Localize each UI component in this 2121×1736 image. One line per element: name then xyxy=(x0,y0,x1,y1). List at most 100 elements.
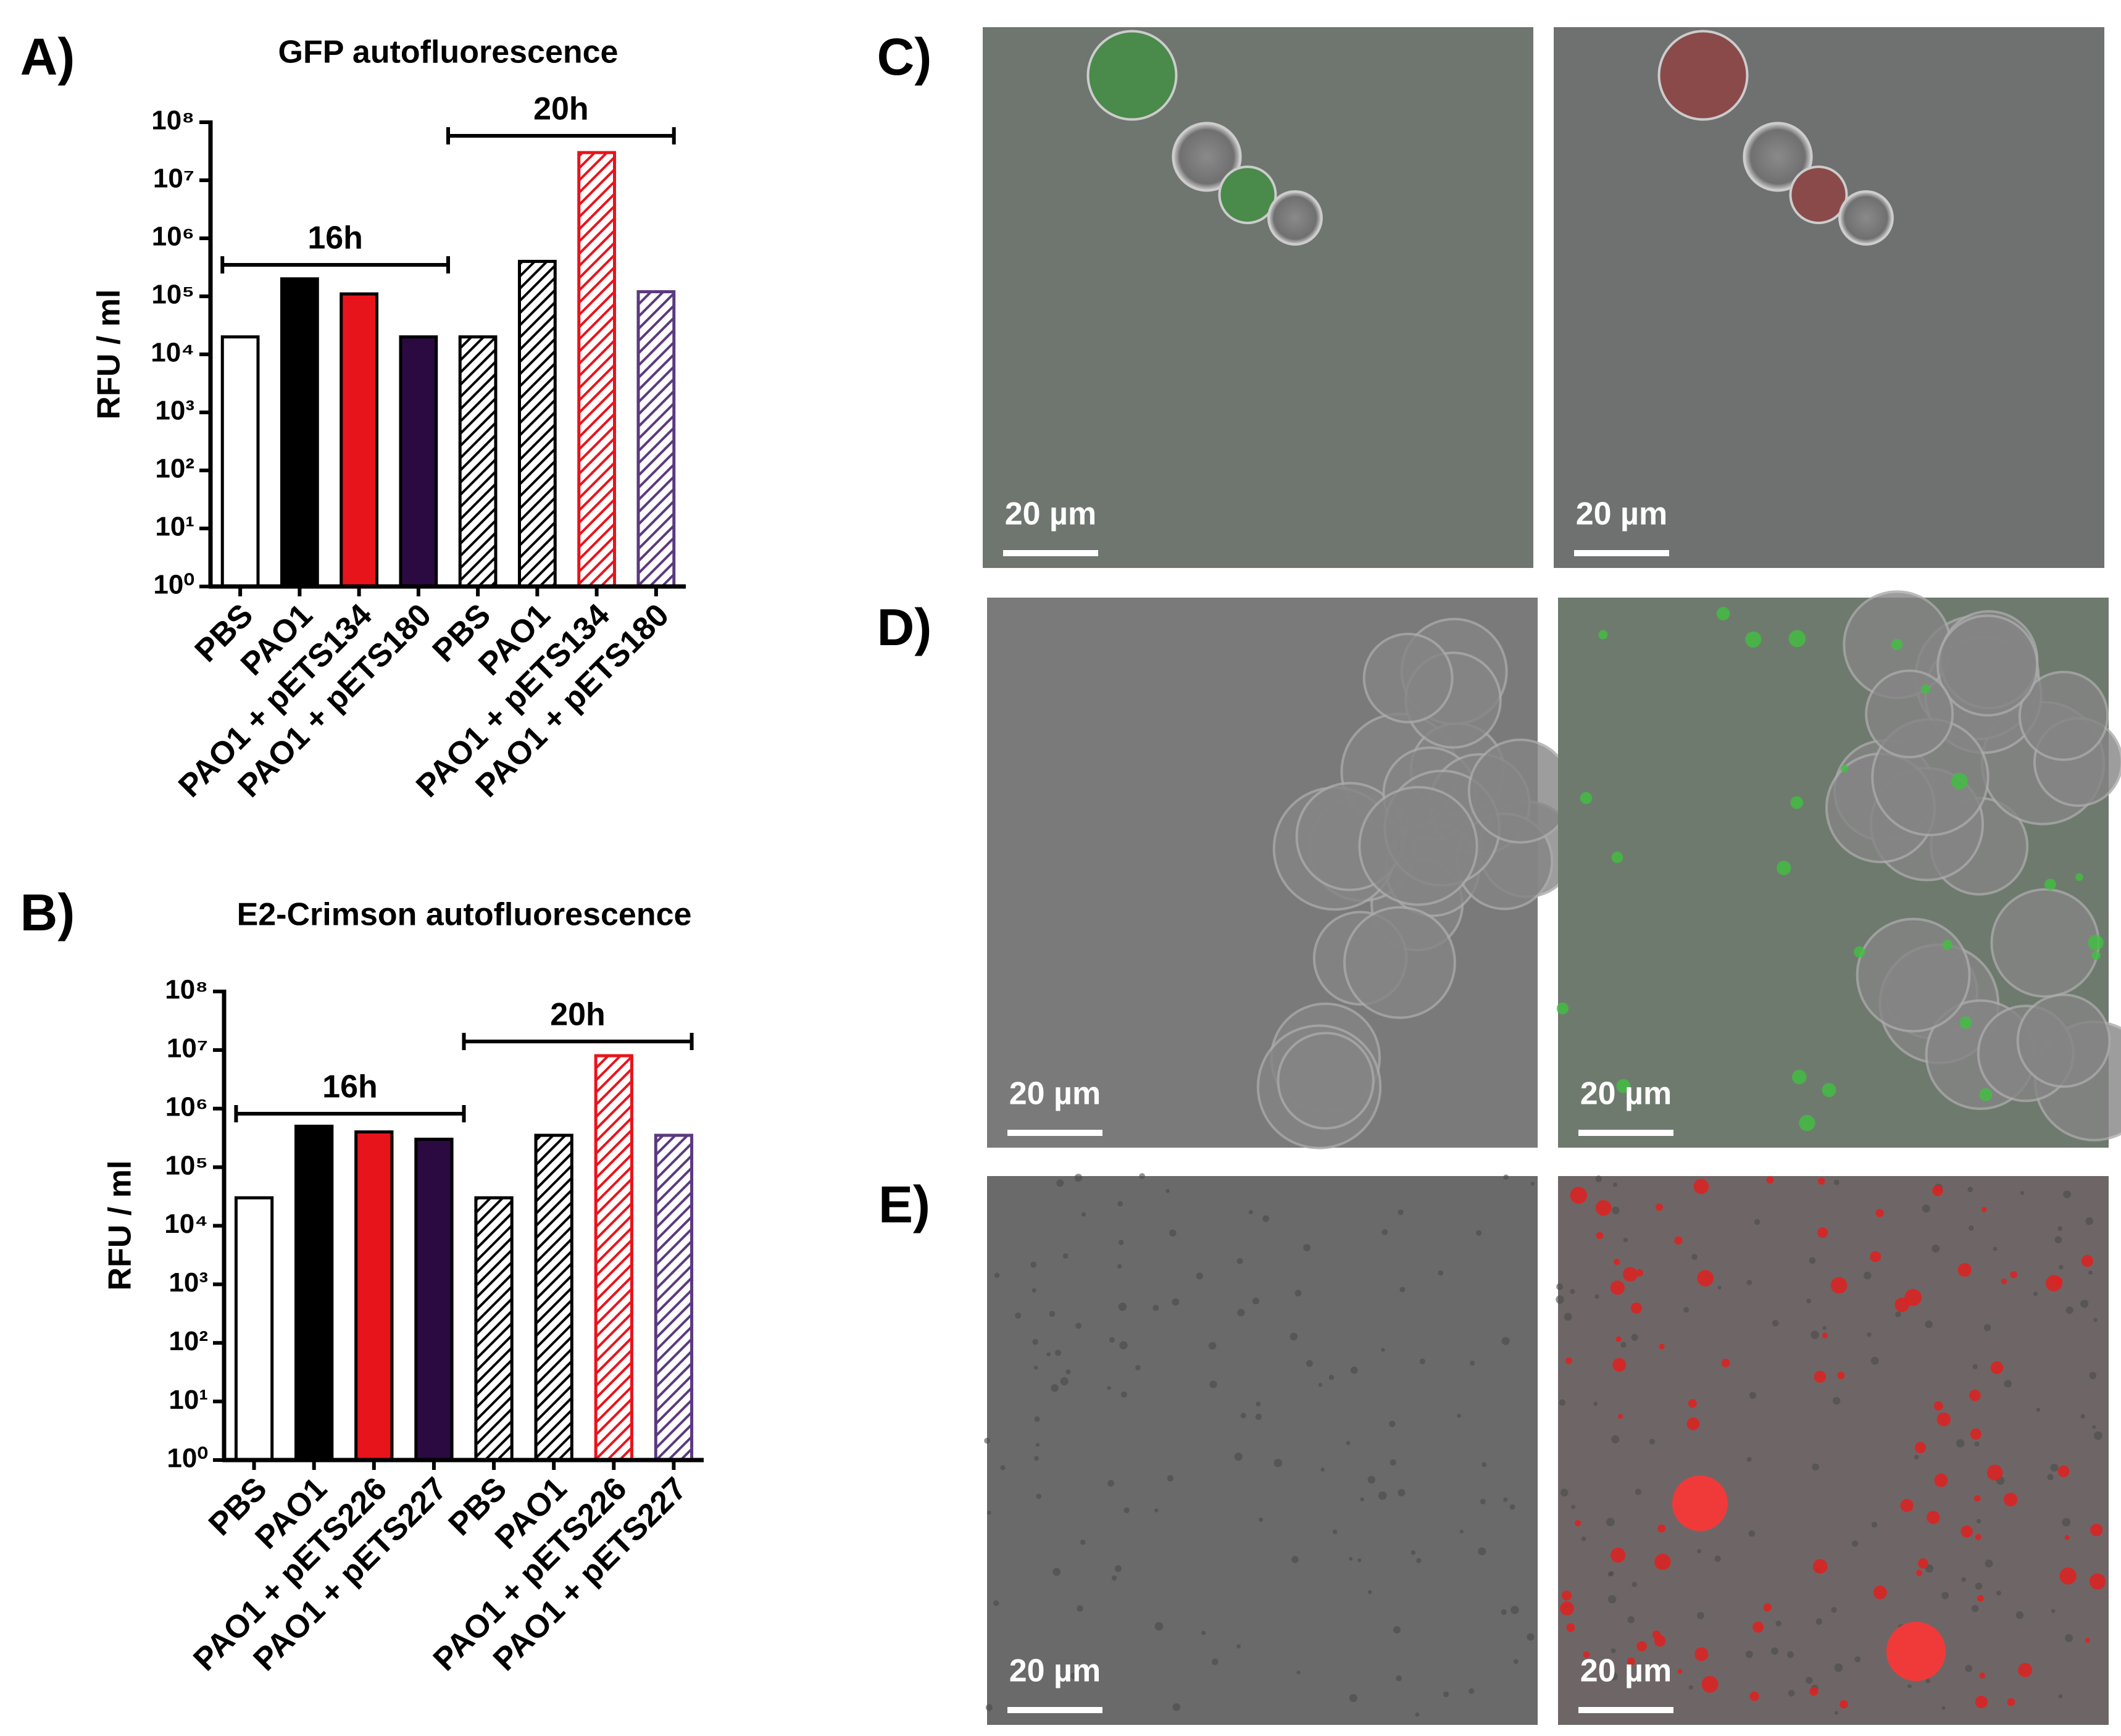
cell xyxy=(1277,1032,1375,1130)
speck xyxy=(1350,1366,1358,1374)
speck xyxy=(1398,1209,1404,1216)
spot xyxy=(1583,1651,1590,1658)
y-tick-label: 10² xyxy=(169,1326,208,1356)
spot xyxy=(1596,1232,1604,1240)
speck xyxy=(1075,1322,1082,1329)
spot xyxy=(1818,1177,1825,1185)
speck xyxy=(1965,1664,1973,1672)
speck xyxy=(1556,1295,1564,1304)
spot xyxy=(1694,1647,1709,1661)
bracket-label: 16h xyxy=(322,1069,378,1105)
speck xyxy=(1060,1377,1069,1386)
speck xyxy=(1611,1435,1620,1444)
y-tick-label: 10⁰ xyxy=(153,570,194,600)
panel-label: B) xyxy=(20,883,75,941)
spot xyxy=(1986,1464,2003,1481)
speck xyxy=(1046,1352,1051,1357)
y-tick-label: 10⁷ xyxy=(167,1033,208,1064)
micrograph xyxy=(1554,27,2104,568)
speck xyxy=(1081,1212,1086,1217)
spot xyxy=(1822,1332,1828,1339)
spot xyxy=(1951,772,1968,790)
speck xyxy=(1031,1288,1036,1293)
scale-bar-label: 20 µm xyxy=(1009,1076,1101,1112)
bar xyxy=(458,335,498,588)
speck xyxy=(1809,1257,1816,1264)
y-tick-label: 10⁶ xyxy=(165,1091,208,1122)
speck xyxy=(1381,1348,1385,1352)
bar xyxy=(636,290,676,588)
speck xyxy=(1169,1229,1177,1237)
speck xyxy=(1062,1253,1069,1259)
spot xyxy=(1617,1414,1623,1419)
image-bg xyxy=(1554,27,2104,568)
speck xyxy=(1381,1229,1388,1235)
speck xyxy=(1015,1312,1022,1319)
speck xyxy=(1049,1311,1056,1317)
speck xyxy=(1393,1626,1401,1634)
y-tick-label: 10³ xyxy=(169,1267,208,1298)
y-tick-label: 10⁴ xyxy=(164,1209,208,1239)
spot xyxy=(1745,631,1762,648)
spot xyxy=(1979,1672,1986,1679)
speck xyxy=(1051,1384,1059,1392)
speck xyxy=(2057,1226,2063,1231)
spot xyxy=(1565,1357,1572,1364)
bracket-label: 16h xyxy=(307,220,363,256)
spot xyxy=(1570,1187,1588,1204)
speck xyxy=(1570,1288,1575,1295)
speck xyxy=(1165,1188,1170,1193)
speck xyxy=(1234,1453,1243,1461)
speck xyxy=(2004,1380,2012,1388)
speck xyxy=(1291,1556,1299,1563)
speck xyxy=(2088,1270,2093,1275)
spot xyxy=(1561,1590,1572,1601)
y-tick-label: 10⁰ xyxy=(167,1443,208,1474)
speck xyxy=(1211,1658,1219,1666)
speck xyxy=(1503,1497,1508,1502)
speck xyxy=(1303,1244,1311,1251)
speck xyxy=(1167,1475,1174,1482)
spot xyxy=(1840,1700,1848,1709)
y-tick-label: 10⁶ xyxy=(152,222,194,252)
speck xyxy=(1748,1530,1756,1537)
speck xyxy=(1248,1209,1253,1214)
bar xyxy=(234,1196,274,1462)
speck xyxy=(1564,1312,1572,1321)
spot xyxy=(2007,1698,2015,1706)
speck xyxy=(1863,1271,1872,1280)
speck xyxy=(1812,1463,1819,1471)
scale-bar-label: 20 µm xyxy=(1580,1653,1672,1689)
speck xyxy=(1623,1237,1628,1243)
speck xyxy=(1907,1684,1912,1688)
spot xyxy=(1921,684,1931,694)
speck xyxy=(1470,1361,1475,1366)
spot xyxy=(2090,1524,2103,1537)
speck xyxy=(1956,1439,1965,1448)
speck xyxy=(1080,1539,1086,1545)
speck xyxy=(1032,1338,1038,1345)
speck xyxy=(1620,1342,1627,1348)
speck xyxy=(1201,1630,1206,1635)
spot xyxy=(1777,861,1791,875)
speck xyxy=(1077,1605,1083,1612)
speck xyxy=(1993,1246,1998,1251)
speck xyxy=(1236,1644,1241,1649)
speck xyxy=(1834,1663,1843,1672)
speck xyxy=(1612,1206,1620,1214)
speck xyxy=(1252,1297,1260,1304)
speck xyxy=(1259,1517,1264,1522)
spot xyxy=(1959,1016,1972,1029)
spot xyxy=(1975,1534,1981,1540)
cell xyxy=(1086,30,1178,121)
spot xyxy=(1721,1358,1730,1367)
speck xyxy=(1135,1365,1141,1371)
speck xyxy=(1871,1522,1878,1528)
speck xyxy=(1459,1529,1464,1534)
speck xyxy=(1806,1298,1812,1304)
spot xyxy=(1873,1585,1887,1600)
spot xyxy=(1574,1520,1581,1527)
speck xyxy=(1746,1456,1752,1462)
speck xyxy=(1914,1454,1919,1460)
y-axis-label: RFU / ml xyxy=(91,290,127,420)
